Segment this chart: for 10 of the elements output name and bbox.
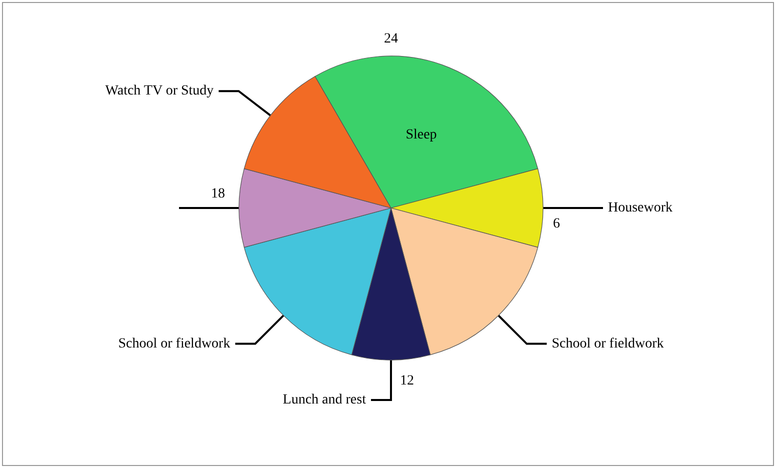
- slice-label: School or fieldwork: [552, 336, 664, 352]
- slice-label: Lunch and rest: [282, 392, 366, 408]
- slice-label: Watch TV or Study: [105, 84, 214, 99]
- text: 12: [400, 374, 414, 388]
- text: 24: [384, 32, 398, 46]
- slice-label: Sleep: [406, 128, 437, 143]
- slice-label: School or fieldwork: [118, 336, 230, 352]
- slice-label: Housework: [608, 200, 673, 216]
- text: 18: [211, 186, 225, 202]
- text: 6: [553, 216, 560, 232]
